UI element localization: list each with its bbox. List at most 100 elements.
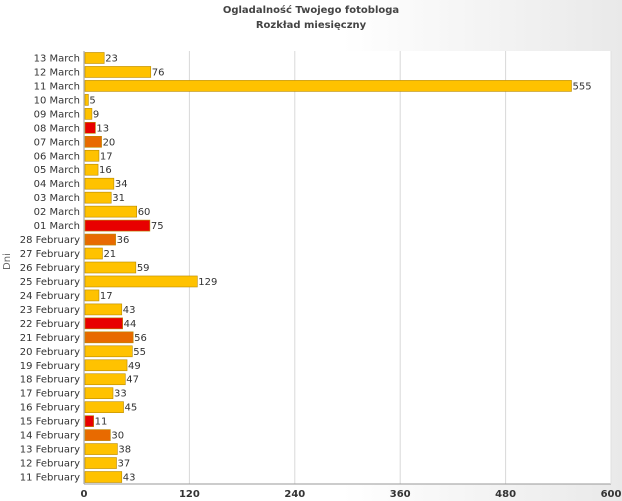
x-tick-label: 120 — [179, 489, 200, 500]
bar — [84, 94, 89, 106]
y-tick-label: 11 February — [20, 473, 80, 484]
data-label: 59 — [137, 263, 150, 274]
y-tick-label: 03 March — [34, 193, 80, 204]
data-label: 9 — [93, 109, 99, 120]
y-tick-label: 24 February — [20, 291, 80, 302]
data-label: 17 — [100, 291, 113, 302]
y-tick-label: 26 February — [20, 263, 80, 274]
y-tick-label: 28 February — [20, 235, 80, 246]
y-tick-label: 07 March — [34, 137, 80, 148]
y-tick-label: 17 February — [20, 389, 80, 400]
bar — [84, 289, 100, 302]
chart-title: Ogladalność Twojego fotobloga — [222, 5, 400, 16]
data-label: 37 — [117, 459, 130, 470]
bar — [84, 177, 115, 190]
y-tick-label: 20 February — [20, 347, 80, 358]
y-tick-label: 18 February — [20, 375, 80, 386]
x-tick-label: 0 — [81, 489, 88, 500]
bar — [84, 429, 111, 441]
y-tick-label: 06 March — [34, 151, 80, 162]
y-tick-label: 21 February — [20, 333, 80, 344]
bar — [84, 359, 128, 372]
chart-subtitle: Rozkład miesięczny — [255, 20, 367, 31]
bar — [84, 149, 100, 162]
data-label: 43 — [123, 305, 136, 316]
data-label: 43 — [123, 473, 136, 484]
bar — [84, 219, 151, 232]
bar — [84, 247, 103, 260]
y-tick-label: 02 March — [34, 207, 80, 218]
bar — [84, 387, 114, 400]
data-label: 38 — [118, 445, 131, 456]
data-label: 55 — [133, 347, 146, 358]
plot-background — [84, 51, 611, 484]
bar — [84, 331, 134, 344]
bar — [84, 122, 96, 134]
data-label: 44 — [124, 319, 137, 330]
data-label: 5 — [89, 95, 95, 106]
bar — [84, 457, 117, 469]
bar — [84, 373, 126, 386]
bar — [84, 233, 116, 246]
y-tick-label: 14 February — [20, 431, 80, 442]
x-tick-label: 480 — [495, 489, 516, 500]
y-tick-label: 11 March — [34, 81, 80, 92]
bar — [84, 401, 124, 413]
y-tick-label: 15 February — [20, 417, 80, 428]
data-label: 49 — [128, 361, 141, 372]
data-label: 21 — [103, 249, 116, 260]
y-tick-label: 09 March — [34, 109, 80, 120]
y-tick-label: 01 March — [34, 221, 80, 232]
bar — [84, 345, 133, 358]
data-label: 75 — [151, 221, 164, 232]
x-tick-label: 240 — [284, 489, 305, 500]
y-tick-label: 23 February — [20, 305, 80, 316]
y-tick-label: 04 March — [34, 179, 80, 190]
y-tick-label: 05 March — [34, 165, 80, 176]
y-tick-label: 25 February — [20, 277, 80, 288]
data-label: 30 — [111, 431, 124, 442]
data-label: 555 — [572, 81, 591, 92]
data-label: 60 — [138, 207, 151, 218]
bar — [84, 52, 105, 64]
data-label: 20 — [103, 137, 116, 148]
y-tick-label: 13 February — [20, 445, 80, 456]
bar — [84, 66, 152, 78]
bar — [84, 471, 123, 483]
bar — [84, 108, 93, 120]
data-label: 31 — [112, 193, 125, 204]
y-tick-label: 12 February — [20, 459, 80, 470]
y-tick-label: 13 March — [34, 53, 80, 64]
data-label: 13 — [96, 123, 109, 134]
data-label: 129 — [198, 277, 217, 288]
data-label: 36 — [117, 235, 130, 246]
y-tick-label: 19 February — [20, 361, 80, 372]
data-label: 33 — [114, 389, 127, 400]
data-label: 16 — [99, 165, 112, 176]
data-label: 45 — [125, 403, 138, 414]
bar — [84, 261, 137, 274]
data-label: 17 — [100, 151, 113, 162]
x-tick-label: 360 — [390, 489, 411, 500]
bar — [84, 303, 123, 316]
bar — [84, 80, 572, 92]
bar — [84, 205, 138, 218]
bar — [84, 191, 112, 204]
data-label: 76 — [152, 67, 165, 78]
y-tick-label: 08 March — [34, 123, 80, 134]
bar — [84, 275, 198, 288]
data-label: 56 — [134, 333, 147, 344]
data-label: 34 — [115, 179, 128, 190]
y-tick-label: 10 March — [34, 95, 80, 106]
data-label: 47 — [126, 375, 139, 386]
y-tick-label: 16 February — [20, 403, 80, 414]
y-tick-label: 12 March — [34, 67, 80, 78]
data-label: 11 — [95, 417, 108, 428]
bar — [84, 415, 94, 427]
data-label: 23 — [105, 53, 118, 64]
bar — [84, 163, 99, 176]
bar — [84, 443, 118, 455]
y-tick-label: 27 February — [20, 249, 80, 260]
